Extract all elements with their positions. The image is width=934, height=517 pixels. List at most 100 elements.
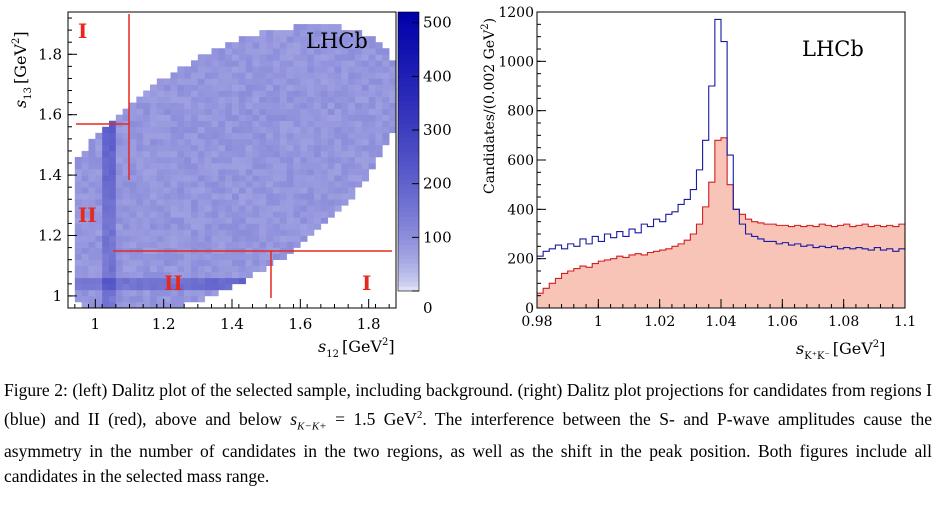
heatmap-cell <box>177 90 185 97</box>
heatmap-cell <box>286 223 294 230</box>
heatmap-cell <box>184 193 192 200</box>
heatmap-cell <box>115 144 123 152</box>
heatmap-cell <box>129 295 137 303</box>
colorbar-swatch <box>398 95 419 101</box>
heatmap-cell <box>177 277 185 285</box>
heatmap-cell <box>293 102 301 109</box>
heatmap-cell <box>355 84 363 91</box>
heatmap-cell <box>218 211 226 218</box>
colorbar-swatch <box>398 239 419 245</box>
y-tick-label: 400 <box>507 202 534 218</box>
heatmap-cell <box>122 259 130 267</box>
heatmap-cell <box>109 144 117 152</box>
heatmap-cell <box>129 187 137 194</box>
heatmap-cell <box>252 253 260 260</box>
x-tick-label: 1 <box>91 315 101 333</box>
heatmap-cell <box>218 144 226 152</box>
heatmap-cell <box>252 265 260 273</box>
heatmap-cell <box>218 114 226 122</box>
heatmap-cell <box>232 54 240 61</box>
heatmap-cell <box>129 120 137 128</box>
heatmap-cell <box>225 90 233 97</box>
heatmap-cell <box>232 90 240 97</box>
heatmap-cell <box>156 253 164 260</box>
heatmap-cell <box>150 90 158 97</box>
heatmap-cell <box>348 90 356 97</box>
heatmap-cell <box>348 156 356 164</box>
heatmap-cell <box>156 132 164 140</box>
colorbar-swatch <box>398 225 419 231</box>
heatmap-cell <box>266 126 274 134</box>
heatmap-cell <box>177 193 185 200</box>
heatmap-cell <box>300 108 308 115</box>
heatmap-cell <box>245 156 253 164</box>
heatmap-cell <box>150 132 158 140</box>
heatmap-cell <box>225 60 233 67</box>
heatmap-cell <box>163 114 171 122</box>
heatmap-cell <box>327 187 335 194</box>
heatmap-cell <box>307 205 315 212</box>
heatmap-cell <box>191 114 199 122</box>
heatmap-cell <box>286 138 294 146</box>
heatmap-cell <box>109 301 117 308</box>
heatmap-cell <box>286 163 294 170</box>
heatmap-cell <box>238 241 246 248</box>
heatmap-cell <box>232 72 240 79</box>
heatmap-cell <box>204 144 212 152</box>
heatmap-cell <box>273 156 281 164</box>
heatmap-cell <box>355 72 363 79</box>
heatmap-cell <box>252 96 260 103</box>
heatmap-cell <box>293 108 301 115</box>
heatmap-cell <box>320 54 328 61</box>
heatmap-cell <box>88 138 96 146</box>
heatmap-cell <box>300 235 308 242</box>
heatmap-cell <box>150 289 158 297</box>
heatmap-cell <box>259 193 267 200</box>
heatmap-cell <box>307 72 315 79</box>
region-boundaries <box>76 14 392 298</box>
heatmap-cell <box>334 132 342 140</box>
heatmap-cell <box>81 295 89 303</box>
heatmap-cell <box>177 283 185 291</box>
heatmap-cell <box>136 223 144 230</box>
heatmap-cell <box>218 169 226 176</box>
heatmap-cell <box>245 54 253 61</box>
heatmap-cell <box>225 42 233 49</box>
heatmap-cell <box>163 295 171 303</box>
heatmap-cell <box>143 156 151 164</box>
heatmap-cell <box>129 211 137 218</box>
heatmap-cell <box>143 289 151 297</box>
heatmap-cell <box>314 169 322 176</box>
heatmap-cell <box>273 96 281 103</box>
heatmap-cell <box>225 211 233 218</box>
heatmap-cell <box>143 211 151 218</box>
heatmap-cell <box>245 229 253 236</box>
heatmap-cell <box>136 241 144 248</box>
heatmap-cell <box>163 169 171 176</box>
heatmap-cell <box>273 42 281 49</box>
heatmap-cell <box>204 187 212 194</box>
heatmap-cell <box>245 96 253 103</box>
heatmap-cell <box>341 108 349 115</box>
heatmap-cell <box>279 169 287 176</box>
heatmap-cell <box>266 175 274 182</box>
heatmap-cell <box>191 120 199 128</box>
heatmap-cell <box>307 217 315 224</box>
heatmap-cell <box>355 163 363 170</box>
heatmap-cell <box>74 156 82 164</box>
heatmap-cell <box>163 181 171 188</box>
heatmap-cell <box>122 187 130 194</box>
heatmap-cell <box>334 199 342 206</box>
heatmap-cell <box>122 175 130 182</box>
colorbar-tick-label: 0 <box>423 299 433 317</box>
heatmap-cell <box>218 48 226 55</box>
colorbar-tick-label: 500 <box>423 14 452 32</box>
heatmap-cell <box>382 102 390 109</box>
heatmap-cell <box>355 30 363 37</box>
heatmap-cell <box>293 24 301 31</box>
heatmap-cell <box>191 175 199 182</box>
heatmap-cell <box>225 84 233 91</box>
heatmap-cell <box>259 30 267 37</box>
heatmap-cell <box>375 42 383 49</box>
heatmap-cell <box>252 66 260 73</box>
